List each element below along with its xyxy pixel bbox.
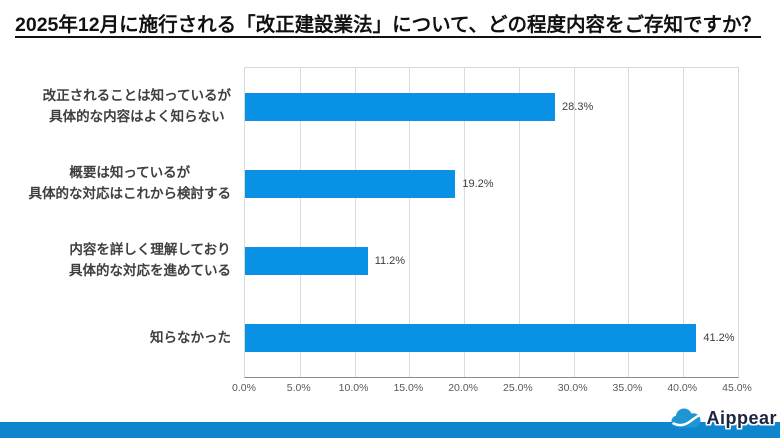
gridline-35.0% (628, 68, 630, 377)
x-tick-15.0%: 15.0% (393, 382, 424, 394)
category-label-2: 概要は知っているが 具体的な対応はこれから検討する (0, 144, 234, 221)
category-label-4: 知らなかった (0, 299, 234, 376)
category-label-text-3: 内容を詳しく理解しており 具体的な対応を進めている (69, 242, 231, 279)
brand-logo: Aippear (670, 404, 777, 432)
x-tick-35.0%: 35.0% (612, 382, 643, 394)
category-label-1: 改正されることは知っているが 具体的な内容はよく知らない (0, 67, 234, 144)
bar-value-label-4: 41.2% (703, 332, 735, 345)
gridline-15.0% (409, 68, 411, 377)
bar-value-label-1: 28.3% (562, 100, 594, 113)
x-tick-20.0%: 20.0% (448, 382, 478, 394)
x-tick-0.0%: 0.0% (232, 382, 256, 394)
gridline-25.0% (518, 68, 520, 377)
bar-4 (245, 324, 697, 353)
category-label-text-4: 知らなかった (150, 329, 231, 345)
bar-value-label-2: 19.2% (462, 177, 494, 190)
gridline-10.0% (354, 68, 356, 377)
bar-1 (245, 92, 556, 121)
category-axis-labels: 改正されることは知っているが 具体的な内容はよく知らない概要は知っているが 具体的な… (0, 67, 234, 376)
x-tick-5.0%: 5.0% (286, 382, 311, 394)
x-tick-10.0%: 10.0% (338, 382, 369, 394)
cloud-icon (671, 408, 702, 427)
gridline-20.0% (464, 68, 466, 377)
x-tick-45.0%: 45.0% (722, 382, 752, 394)
footer-brand-strip (0, 422, 780, 438)
x-tick-30.0%: 30.0% (557, 382, 588, 394)
category-label-3: 内容を詳しく理解しており 具体的な対応を進めている (0, 222, 234, 299)
brand-name: Aippear (706, 407, 777, 428)
category-label-text-2: 概要は知っているが 具体的な対応はこれから検討する (28, 164, 232, 201)
bar-3 (245, 247, 368, 276)
gridline-5.0% (299, 68, 301, 377)
category-label-text-1: 改正されることは知っているが 具体的な内容はよく知らない (42, 87, 231, 124)
chart-title: 2025年12月に施行される「改正建設業法」について、どの程度内容をご存知ですか… (15, 14, 762, 36)
gridline-40.0% (683, 68, 685, 377)
bar-value-label-3: 11.2% (374, 255, 406, 268)
plot-area: 28.3% 19.2% 11.2% 41.2% (244, 67, 739, 378)
gridline-30.0% (573, 68, 575, 377)
x-tick-40.0%: 40.0% (667, 382, 698, 394)
bar-2 (245, 169, 456, 198)
x-axis-tick-labels: 0.0% 5.0% 10.0% 15.0% 20.0% 25.0% 30.0% 35.0% 40… (232, 382, 752, 398)
x-tick-25.0%: 25.0% (502, 382, 533, 394)
